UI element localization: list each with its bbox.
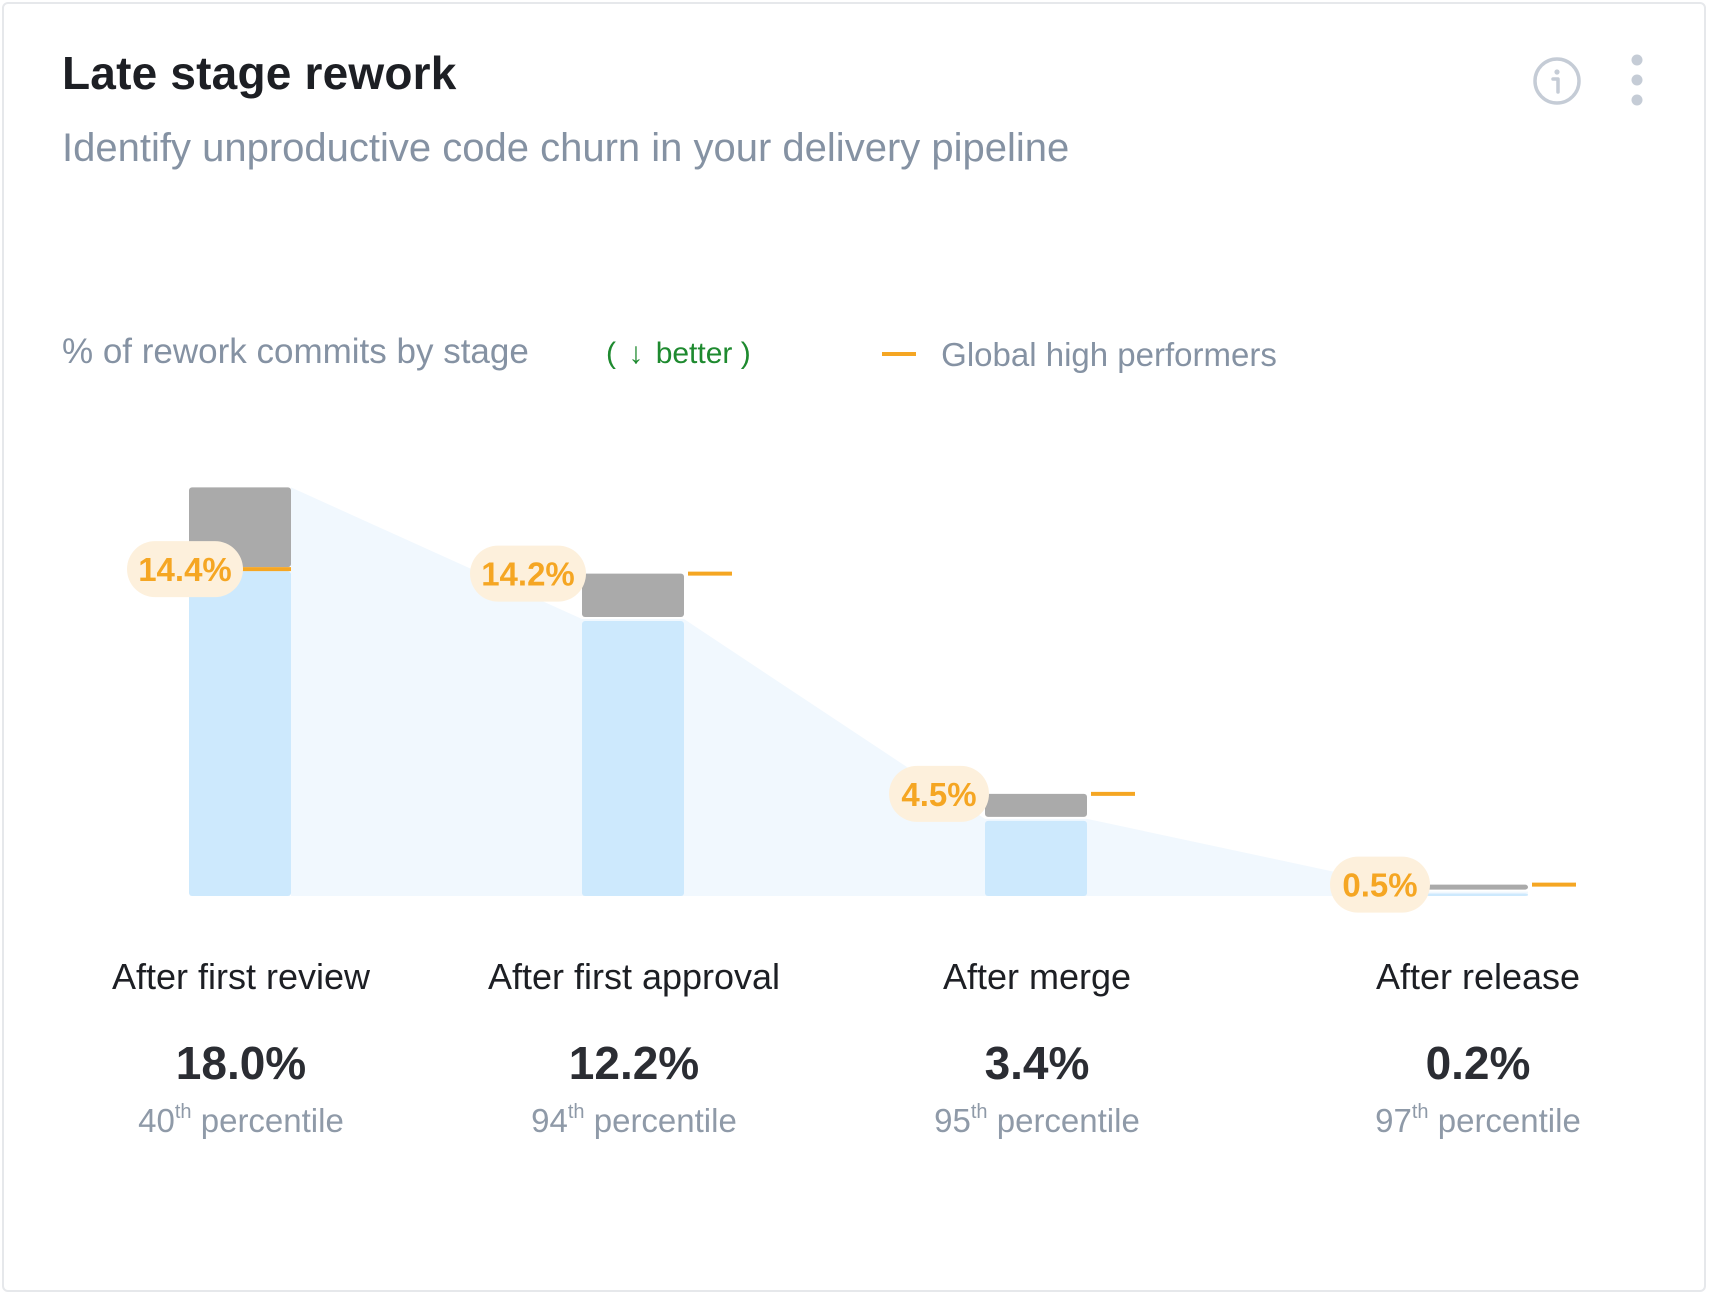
stage-percentile: 94th percentile — [434, 1101, 834, 1140]
stage-summary-after-first-approval: After first approval 12.2% 94th percenti… — [434, 956, 834, 1140]
legend-benchmark-label: Global high performers — [941, 336, 1277, 373]
stage-name: After first review — [111, 956, 371, 997]
card-subtitle: Identify unproductive code churn in your… — [62, 126, 1070, 170]
metric-label: % of rework commits by stage — [62, 332, 529, 371]
legend-global-high-performers: Global high performers — [882, 336, 1277, 374]
down-arrow-icon: ↓ — [628, 337, 644, 370]
percentile-suffix: th — [970, 1101, 988, 1123]
percentile-number: 95 — [934, 1102, 971, 1139]
stage-value: 3.4% — [984, 1037, 1090, 1089]
percentile-suffix: th — [174, 1101, 192, 1123]
better-open-paren: ( — [606, 337, 616, 370]
percentile-suffix: th — [1411, 1101, 1429, 1123]
better-close-paren: ) — [740, 337, 751, 370]
card-title: Late stage rework — [62, 47, 457, 99]
stage-percentile: 95th percentile — [837, 1101, 1237, 1140]
info-circle-icon[interactable] — [1532, 56, 1582, 106]
stage-percentile: 97th percentile — [1278, 1101, 1678, 1140]
stage-percentile: 40th percentile — [41, 1101, 441, 1140]
better-indicator: ( ↓ better ) — [606, 337, 751, 371]
percentile-word: percentile — [593, 1102, 737, 1139]
stage-value: 0.2% — [1425, 1037, 1531, 1089]
percentile-number: 40 — [138, 1102, 175, 1139]
percentile-word: percentile — [1437, 1102, 1581, 1139]
stage-summary-after-first-review: After first review 18.0% 40th percentile — [41, 956, 441, 1140]
benchmark-line-swatch — [882, 352, 916, 357]
percentile-number: 97 — [1375, 1102, 1412, 1139]
percentile-word: percentile — [200, 1102, 344, 1139]
stage-value: 12.2% — [568, 1037, 700, 1089]
better-text: better — [655, 337, 733, 370]
stage-summary-after-merge: After merge 3.4% 95th percentile — [837, 956, 1237, 1140]
percentile-number: 94 — [531, 1102, 568, 1139]
stage-summary-after-release: After release 0.2% 97th percentile — [1278, 956, 1678, 1140]
stage-value: 18.0% — [175, 1037, 307, 1089]
stage-name: After release — [1375, 956, 1581, 997]
percentile-word: percentile — [996, 1102, 1140, 1139]
stage-name: After merge — [942, 956, 1132, 997]
stage-name: After first approval — [487, 956, 781, 997]
percentile-suffix: th — [567, 1101, 585, 1123]
more-vertical-icon[interactable] — [1622, 52, 1652, 108]
